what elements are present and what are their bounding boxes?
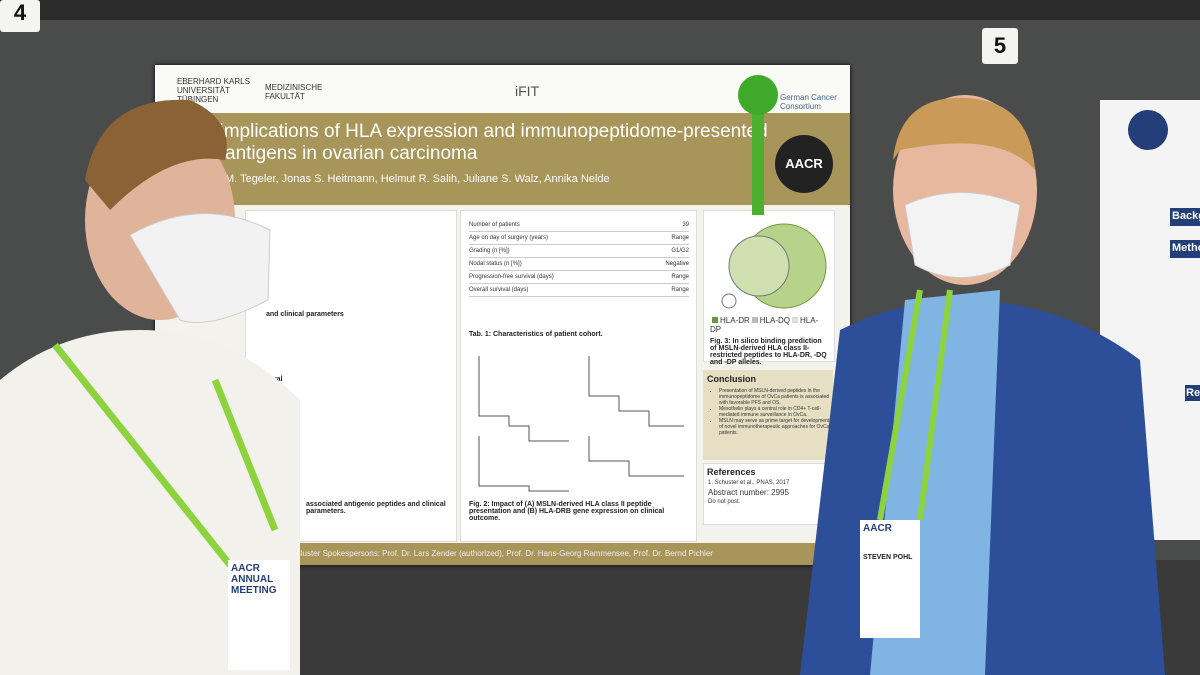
title-band: l implications of HLA expression and imm… xyxy=(155,113,850,205)
right-person-hair xyxy=(893,97,1035,170)
lanyard xyxy=(52,342,279,568)
km-curve xyxy=(478,356,569,442)
table-cell: Progression-free survival (days) xyxy=(469,274,554,280)
heading: Backgr xyxy=(1172,210,1200,222)
heading: Metho xyxy=(1172,242,1200,254)
table-row: Number of patients 39 xyxy=(469,219,689,232)
reference: 1. Schuster et al., PNAS, 2017 xyxy=(708,480,790,486)
legend-label: HLA-DQ xyxy=(759,316,791,325)
circle xyxy=(728,235,790,297)
legend: HLA-DR HLA-DQ HLA-DP xyxy=(704,316,834,334)
legend-swatch xyxy=(712,317,718,323)
conclusion-item: Mesothelin plays a central role in CD4+ … xyxy=(719,406,833,418)
mask xyxy=(904,192,1021,278)
notice: Do not post. xyxy=(708,499,741,505)
references: References 1. Schuster et al., PNAS, 201… xyxy=(703,463,835,525)
heading: References xyxy=(707,467,756,477)
heading-band xyxy=(1170,208,1200,226)
title: l implications of HLA expression and imm… xyxy=(210,121,768,142)
logo xyxy=(1128,110,1168,150)
caption: associated antigenic peptides and clinic… xyxy=(306,501,446,515)
institution: MEDIZINISCHE FAKULTÄT xyxy=(265,83,323,101)
badge-name: STEVEN POHL xyxy=(863,554,913,561)
table-cell: 39 xyxy=(682,222,689,228)
board-number: 4 xyxy=(0,0,40,32)
abstract-number: Abstract number: 2995 xyxy=(708,488,789,497)
ceiling xyxy=(0,0,1200,20)
caption: Fig. 2: Impact of (A) MSLN-derived HLA c… xyxy=(469,501,665,522)
name-badge: AACR ANNUAL MEETING xyxy=(228,560,290,670)
legend-swatch xyxy=(792,317,799,323)
table: Number of patients 39 Age on day of surger… xyxy=(469,219,689,297)
title: antigens in ovarian carcinoma xyxy=(225,143,478,164)
table-row: Grading (n [%]) G1/G2 xyxy=(469,245,689,258)
heading-band xyxy=(1170,240,1200,258)
table-cell: Range xyxy=(671,287,689,293)
mask xyxy=(129,213,271,323)
legend-swatch xyxy=(751,317,758,323)
table-row: Nodal status (n [%]) Negative xyxy=(469,258,689,271)
name-badge: AACR STEVEN POHL xyxy=(860,520,920,638)
conclusion: Conclusion Presentation of MSLN-derived … xyxy=(703,370,833,460)
footer: Cluster Spokespersons: Prof. Dr. Lars Ze… xyxy=(155,543,850,565)
poster-header: EBERHARD KARLS UNIVERSITÄT TÜBINGEN MEDI… xyxy=(155,65,850,113)
table-cell: Overall survival (days) xyxy=(469,287,529,293)
rosette xyxy=(738,75,778,115)
badge-text: AACR xyxy=(863,523,892,534)
caption: Fig. 3: In silico binding prediction of … xyxy=(710,338,827,366)
venn xyxy=(721,223,827,309)
km-curve xyxy=(588,356,684,427)
km-curve xyxy=(478,436,569,492)
conclusion-item: MSLN may serve as prime target for devel… xyxy=(719,418,833,436)
institution: iFIT xyxy=(515,83,540,99)
middle-column: Number of patients 39 Age on day of surger… xyxy=(460,210,697,542)
heading: Conclusion xyxy=(707,374,756,384)
left-person-hair xyxy=(85,99,227,210)
km-plots xyxy=(478,356,684,492)
table-cell: Range xyxy=(671,274,689,280)
badge-text: ANNUAL xyxy=(231,574,274,585)
fig3: HLA-DR HLA-DQ HLA-DP Fig. 3: In silico bin… xyxy=(703,210,835,366)
table-row: Age on day of surgery (years) Range xyxy=(469,232,689,245)
heading: Resu xyxy=(1186,387,1200,399)
caption: Tab. 1: Characteristics of patient cohor… xyxy=(469,331,603,338)
left-person-shirt xyxy=(0,330,300,675)
table-row: Progression-free survival (days) Range xyxy=(469,271,689,284)
legend-label: HLA-DR xyxy=(720,316,750,325)
legend-label: HLA-DP xyxy=(710,316,819,334)
heading-band xyxy=(1185,385,1200,401)
table-cell: Range xyxy=(671,235,689,241)
badge-text: MEETING xyxy=(231,585,277,596)
table-cell: Number of patients xyxy=(469,222,520,228)
circle xyxy=(721,293,737,309)
badge-text: AACR xyxy=(231,563,260,574)
conclusion-item: Presentation of MSLN-derived peptides in… xyxy=(719,388,833,406)
list: Presentation of MSLN-derived peptides in… xyxy=(703,388,833,436)
table-row: Overall survival (days) Range xyxy=(469,284,689,297)
aacr-badge: AACR xyxy=(775,135,833,193)
lanyard xyxy=(877,289,953,521)
table-cell: Age on day of surgery (years) xyxy=(469,235,549,241)
institution: EBERHARD KARLS UNIVERSITÄT TÜBINGEN xyxy=(177,77,250,104)
table-cell: Nodal status (n [%]) xyxy=(469,261,522,267)
km-curve xyxy=(588,436,684,477)
authors: M. Tegeler, Jonas S. Heitmann, Helmut R.… xyxy=(225,173,610,185)
table-cell: Grading (n [%]) xyxy=(469,248,510,254)
board-number: 5 xyxy=(982,28,1018,64)
table-cell: G1/G2 xyxy=(671,248,689,254)
heading: and clinical parameters xyxy=(266,311,344,318)
institution: German Cancer Consortium xyxy=(780,93,837,111)
table-cell: Negative xyxy=(665,261,689,267)
